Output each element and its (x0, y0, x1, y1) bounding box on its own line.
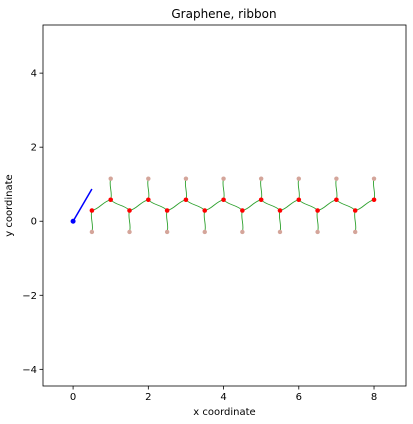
atom-point (202, 208, 208, 213)
bond-line (129, 199, 149, 211)
atom-point (258, 197, 264, 203)
edge-bond-line (354, 210, 357, 233)
edge-bond-line (203, 210, 206, 233)
edge-atom-point (315, 229, 320, 235)
y-axis-label: y coordinate (4, 174, 15, 236)
edge-bond-line (241, 210, 244, 233)
atom-point (89, 208, 95, 213)
bond-line (317, 199, 337, 211)
atom-point (221, 197, 226, 203)
y-tick-label: −4 (22, 365, 37, 376)
bond-line (185, 199, 206, 211)
atom-point (240, 208, 245, 213)
edge-atom-point (258, 176, 264, 181)
edge-bond-line (166, 210, 169, 233)
atom-point (146, 197, 151, 203)
edge-bond-line (147, 178, 150, 200)
bond-line (91, 199, 111, 211)
bond-line (204, 199, 224, 211)
edge-atom-point (296, 176, 301, 181)
y-tick-label: 4 (31, 69, 37, 80)
x-tick-label: 2 (145, 392, 151, 403)
bond-line (242, 199, 262, 211)
edge-atom-point (240, 229, 245, 235)
origin-point (70, 218, 76, 224)
edge-bond-line (278, 210, 282, 233)
edge-atom-point (89, 229, 95, 235)
edge-bond-line (128, 210, 131, 233)
bond-line (355, 199, 375, 211)
atom-point (315, 208, 320, 213)
atom-point (334, 197, 339, 203)
atom-point (277, 208, 283, 213)
atom-point (352, 208, 358, 213)
x-tick-label: 8 (371, 392, 377, 403)
edge-atom-point (202, 229, 207, 235)
bond-line (167, 199, 187, 211)
bond-line (147, 199, 168, 211)
edge-bond-line (184, 178, 188, 200)
x-tick-label: 6 (296, 392, 302, 403)
edge-atom-point (108, 176, 113, 181)
x-tick-label: 4 (220, 392, 226, 403)
atom-point (164, 208, 170, 213)
atom-point (183, 197, 189, 203)
y-tick-label: −2 (22, 291, 37, 302)
atom-point (296, 197, 302, 203)
origin-vector (72, 188, 93, 222)
edge-atom-point (371, 176, 377, 181)
y-tick-label: 0 (31, 217, 37, 228)
edge-bond-line (260, 178, 263, 200)
edge-bond-line (335, 178, 338, 200)
plot-area (70, 176, 377, 235)
y-tick-label: 2 (31, 143, 37, 154)
edge-atom-point (127, 229, 132, 235)
edge-atom-point (146, 176, 151, 181)
bond-line (110, 199, 130, 211)
edge-bond-line (372, 178, 376, 200)
edge-bond-line (297, 178, 300, 200)
atom-point (127, 208, 132, 213)
bond-line (279, 199, 299, 211)
x-tick-label: 0 (70, 392, 76, 403)
edge-bond-line (90, 210, 93, 233)
edge-bond-line (316, 210, 319, 233)
atom-point (108, 197, 114, 203)
axes-frame (42, 24, 407, 387)
edge-atom-point (221, 176, 226, 181)
x-axis-label: x coordinate (193, 407, 255, 418)
edge-bond-line (109, 178, 112, 200)
atom-point (371, 197, 377, 203)
edge-atom-point (183, 176, 189, 181)
edge-atom-point (353, 229, 358, 235)
bond-line (298, 199, 318, 211)
bond-line (223, 199, 243, 211)
bond-line (260, 199, 281, 211)
chart-title: Graphene, ribbon (171, 7, 276, 21)
axis-ticks: 0 2 4 6 8 −4 −2 0 2 4 (22, 69, 377, 403)
edge-atom-point (277, 229, 283, 235)
edge-bond-line (222, 178, 225, 200)
edge-atom-point (164, 229, 170, 235)
bond-line (336, 199, 356, 211)
edge-atom-point (334, 176, 339, 181)
